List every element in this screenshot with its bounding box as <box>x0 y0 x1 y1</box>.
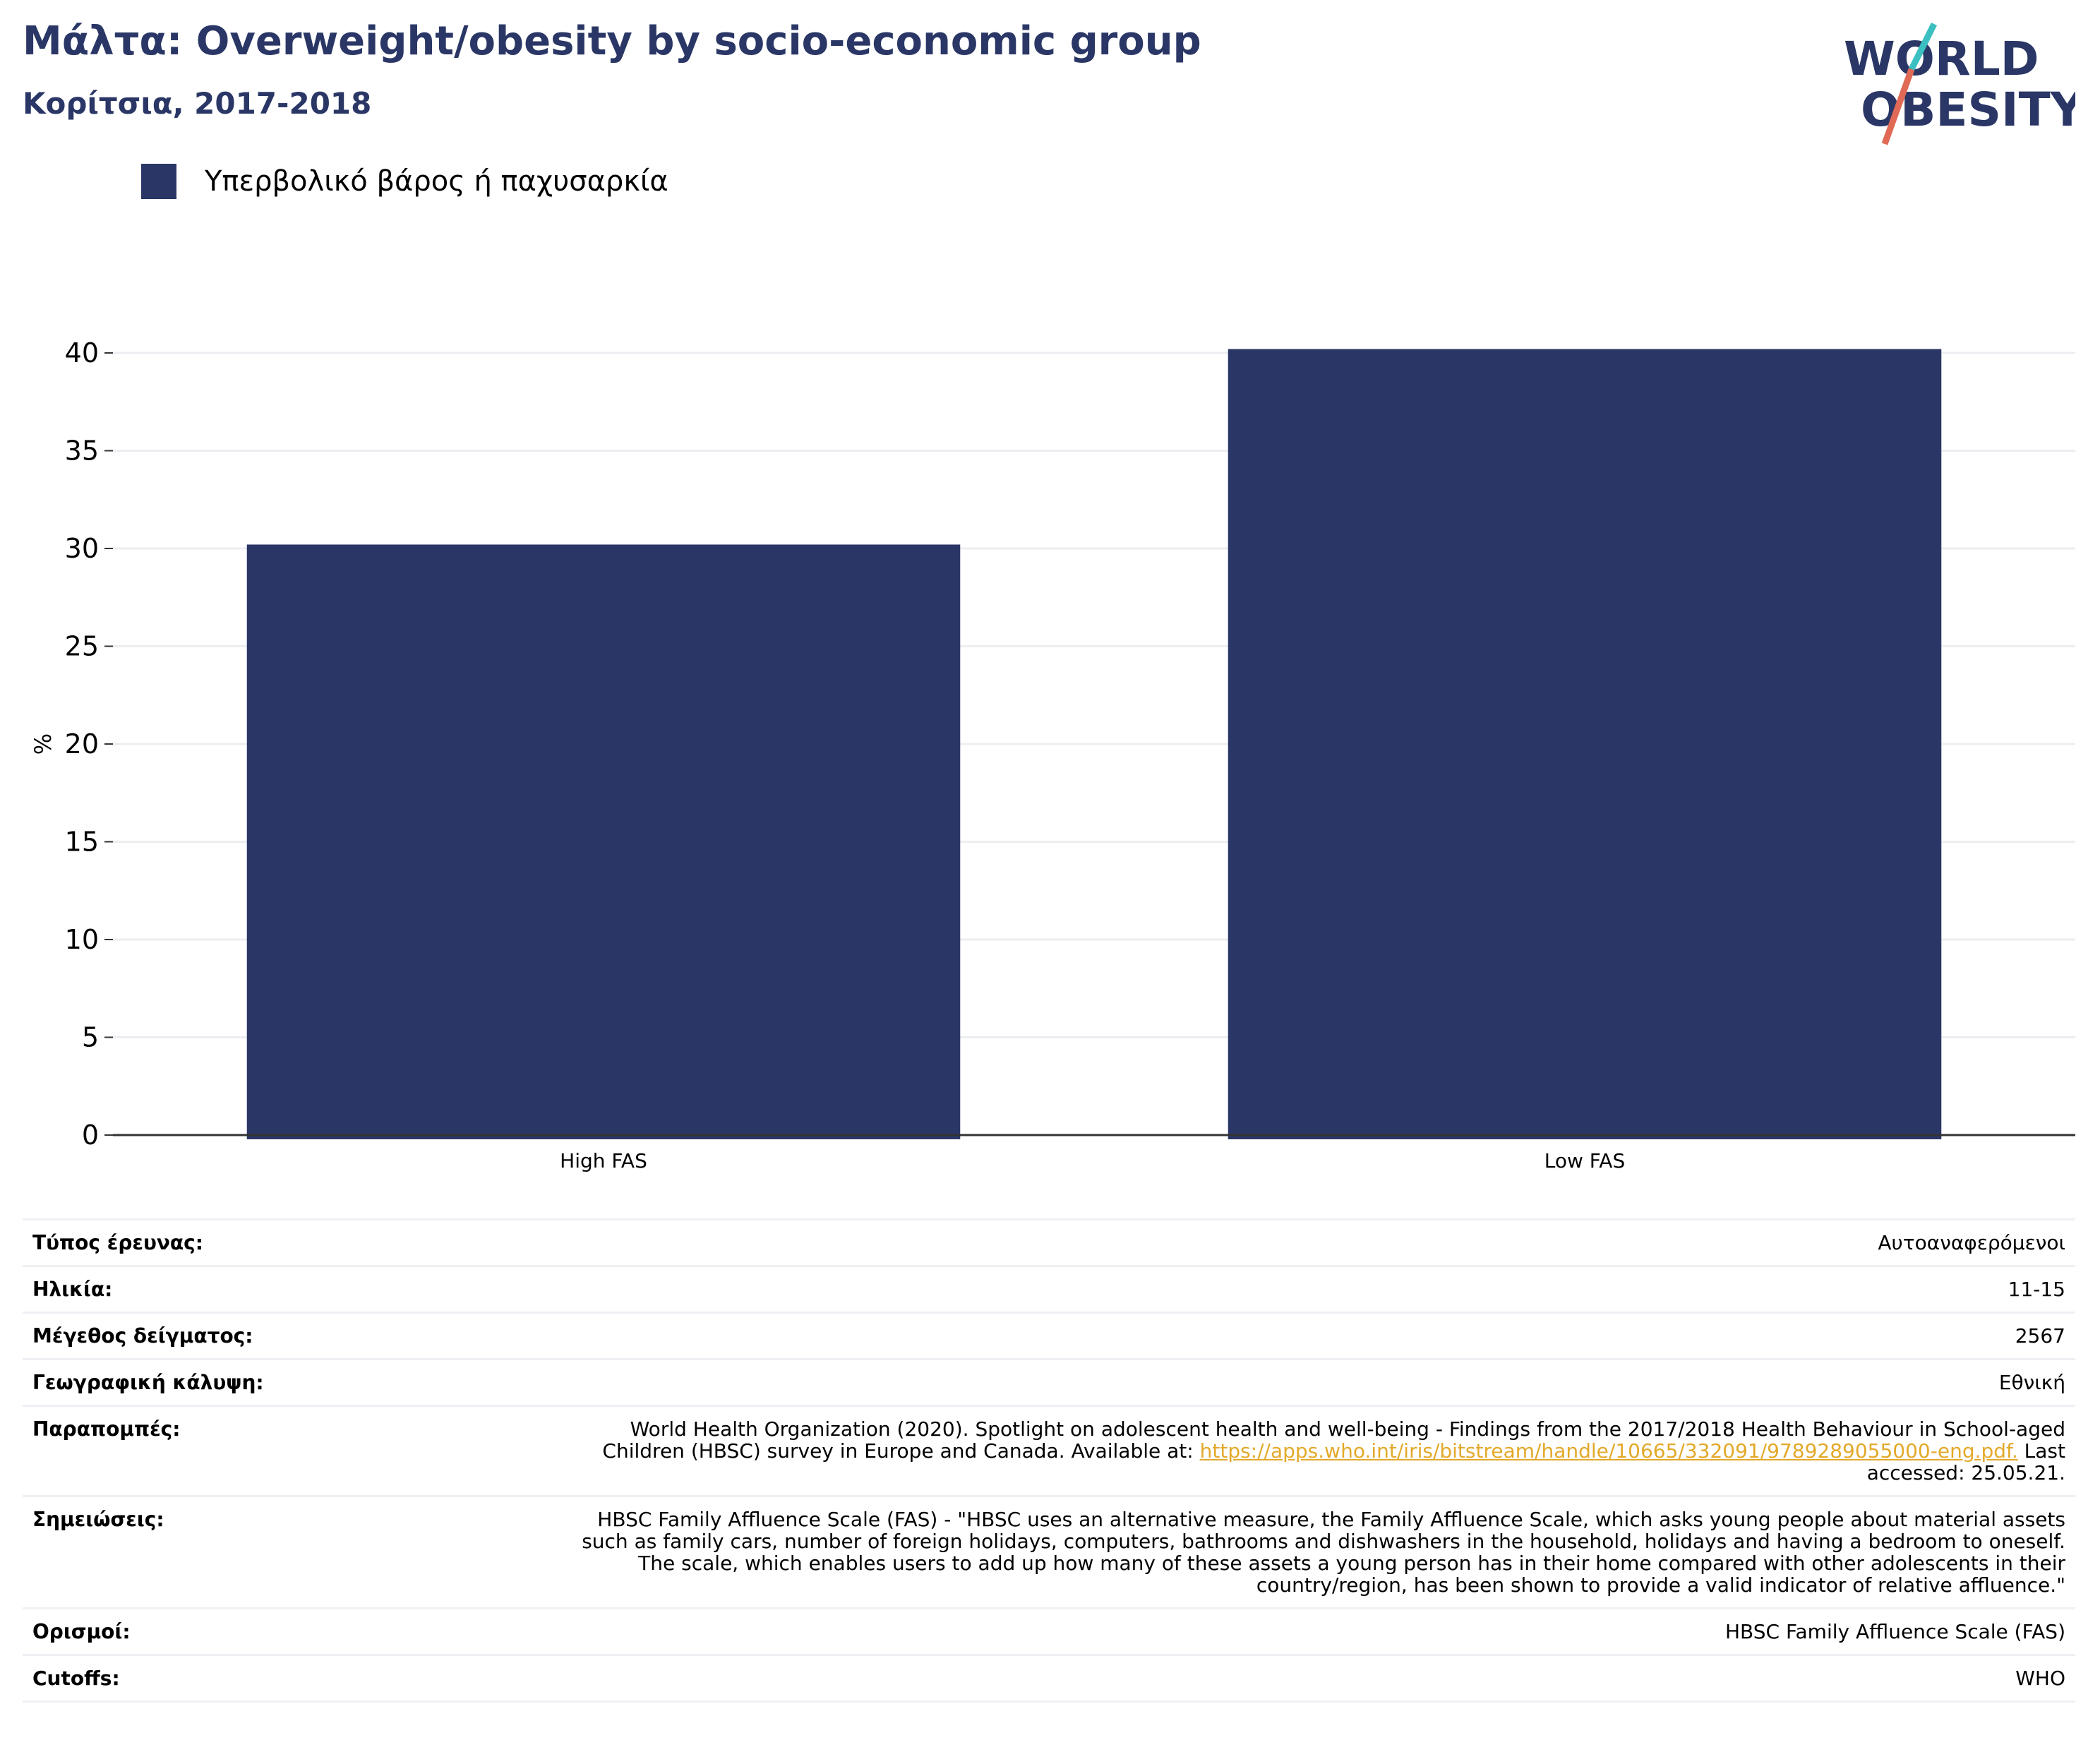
y-tick-label: 15 <box>65 827 99 858</box>
y-tick-label: 5 <box>82 1022 99 1053</box>
logo-slash-bottom <box>1881 68 1915 145</box>
info-row: Cutoffs: WHO <box>23 1655 2075 1702</box>
chart-legend: Υπερβολικό βάρος ή παχυσαρκία <box>141 164 668 199</box>
bar <box>1228 349 1942 1140</box>
info-row: Παραπομπές: World Health Organization (2… <box>23 1405 2075 1496</box>
info-label: Ορισμοί: <box>32 1620 131 1643</box>
info-label: Παραπομπές: <box>32 1417 181 1441</box>
info-row: Γεωγραφική κάλυψη: Εθνική <box>23 1359 2075 1406</box>
info-row: Τύπος έρευνας: Αυτοαναφερόμενοι <box>23 1219 2075 1266</box>
info-label: Ηλικία: <box>32 1278 113 1301</box>
info-value: 11-15 <box>2008 1278 2065 1301</box>
info-label: Σημειώσεις: <box>32 1508 164 1531</box>
info-row: Ορισμοί: HBSC Family Affluence Scale (FA… <box>23 1608 2075 1655</box>
reference-text: World Health Organization (2020). Spotli… <box>602 1417 2065 1463</box>
x-tick-label: High FAS <box>560 1149 647 1172</box>
info-value: WHO <box>2015 1667 2065 1690</box>
info-value: Εθνική <box>1998 1371 2065 1394</box>
info-label: Γεωγραφική κάλυψη: <box>32 1371 264 1394</box>
logo-word-1: WORLD <box>1844 32 2039 86</box>
info-label: Cutoffs: <box>32 1667 120 1690</box>
y-tick-label: 20 <box>65 728 99 760</box>
y-tick-label: 10 <box>65 924 99 955</box>
y-tick-label: 0 <box>82 1120 99 1151</box>
info-value: HBSC Family Affluence Scale (FAS) <box>1724 1620 2065 1643</box>
page-subtitle: Κορίτσια, 2017-2018 <box>23 86 372 121</box>
logo-slash-top <box>1908 22 1938 71</box>
info-value: Αυτοαναφερόμενοι <box>1878 1231 2065 1254</box>
bar <box>246 544 961 1139</box>
legend-label: Υπερβολικό βάρος ή παχυσαρκία <box>205 165 668 198</box>
y-axis-label: % <box>30 733 56 755</box>
y-tick-label: 35 <box>65 436 99 467</box>
legend-swatch <box>141 164 176 199</box>
world-obesity-logo: WORLD OBESITY <box>1844 22 2075 145</box>
info-row: Ηλικία: 11-15 <box>23 1266 2075 1313</box>
y-tick-label: 30 <box>65 533 99 564</box>
info-table: Τύπος έρευνας: Αυτοαναφερόμενοι Ηλικία: … <box>23 1218 2075 1703</box>
x-tick-label: Low FAS <box>1544 1149 1626 1172</box>
page-title: Μάλτα: Overweight/obesity by socio-econo… <box>23 18 1201 64</box>
info-value: World Health Organization (2020). Spotli… <box>536 1406 2075 1496</box>
reference-accessed: Last accessed: 25.05.21. <box>1866 1439 2065 1484</box>
bar-chart: 0 5 10 15 20 25 30 35 40% High FAS Low FAS <box>30 337 2075 1172</box>
info-value: 2567 <box>2015 1324 2065 1348</box>
info-row: Σημειώσεις: HBSC Family Affluence Scale … <box>23 1496 2075 1609</box>
info-row: Μέγεθος δείγματος: 2567 <box>23 1312 2075 1360</box>
y-tick-label: 25 <box>65 631 99 662</box>
y-tick-label: 40 <box>65 337 99 368</box>
info-value: HBSC Family Affluence Scale (FAS) - "HBS… <box>582 1508 2065 1597</box>
info-label: Τύπος έρευνας: <box>32 1231 203 1254</box>
info-label: Μέγεθος δείγματος: <box>32 1324 253 1348</box>
reference-link[interactable]: https://apps.who.int/iris/bitstream/hand… <box>1199 1439 2018 1463</box>
